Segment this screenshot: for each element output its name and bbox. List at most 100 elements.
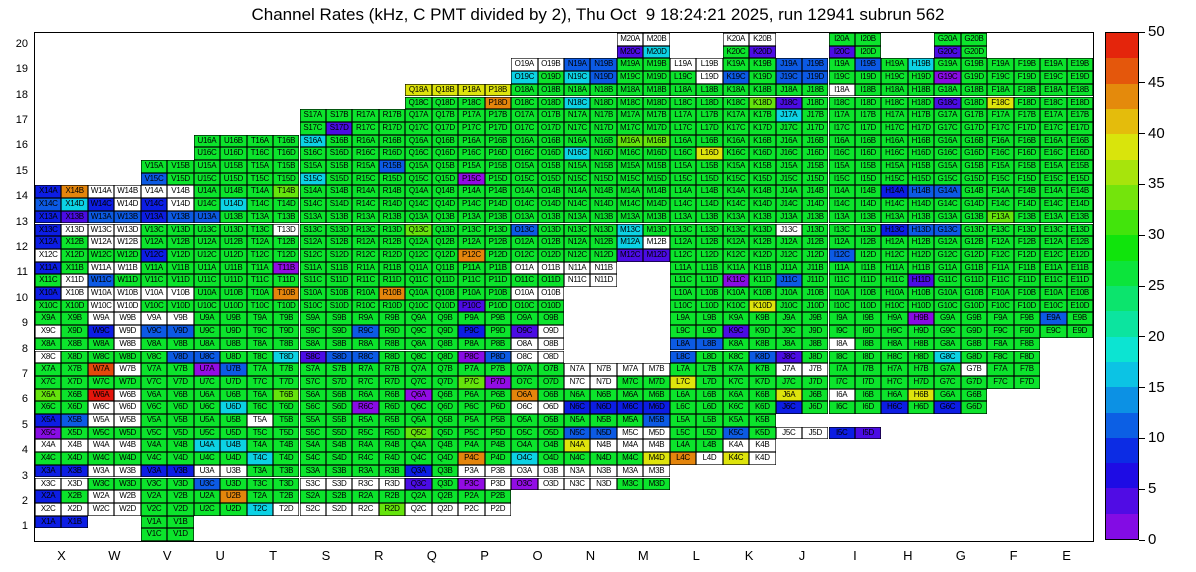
heatmap-cell: Q4A xyxy=(405,439,432,453)
heatmap-cell: U15C xyxy=(193,172,221,186)
heatmap-cell: H9C xyxy=(881,325,908,338)
y-axis-label: 16 xyxy=(15,139,28,152)
heatmap-cell: H14B xyxy=(907,185,935,199)
colorbar-tick xyxy=(1139,285,1145,287)
heatmap-cell: O4C xyxy=(511,452,538,465)
heatmap-cell: S14A xyxy=(299,185,326,199)
heatmap-cell: R6C xyxy=(352,401,379,414)
heatmap-cell: F19B xyxy=(1013,58,1041,72)
heatmap-cell: M7D xyxy=(643,375,670,389)
heatmap-cell: V5B xyxy=(167,414,194,427)
heatmap-cell: U7D xyxy=(220,375,247,389)
colorbar-band xyxy=(1106,134,1138,160)
heatmap-cell: V15D xyxy=(167,172,194,186)
colorbar-band xyxy=(1106,58,1138,85)
heatmap-cell: F11A xyxy=(987,261,1014,275)
heatmap-cell: S4D xyxy=(325,452,353,465)
chart-title: Channel Rates (kHz, C PMT divided by 2),… xyxy=(251,5,945,24)
heatmap-cell: P16C xyxy=(458,147,485,160)
heatmap-cell: E9C xyxy=(1040,325,1067,338)
heatmap-cell: F13A xyxy=(987,210,1014,224)
colorbar-tick-label: 40 xyxy=(1148,124,1165,142)
heatmap-cell: L12D xyxy=(696,248,723,262)
heatmap-cell: W12A xyxy=(87,236,115,249)
heatmap-cell: V3D xyxy=(167,477,194,491)
heatmap-cell: M12A xyxy=(616,236,644,249)
heatmap-cell: V1B xyxy=(167,515,194,529)
heatmap-cell: V4D xyxy=(167,452,194,465)
heatmap-cell: H18B xyxy=(907,83,935,97)
heatmap-cell: M7C xyxy=(616,375,644,389)
heatmap-cell: T15D xyxy=(273,172,300,186)
heatmap-cell: P18D xyxy=(484,96,512,110)
heatmap-cell: P9B xyxy=(484,312,512,326)
heatmap-cell: U11B xyxy=(220,261,247,275)
heatmap-cell: O11B xyxy=(537,261,564,275)
heatmap-cell: G10D xyxy=(960,299,988,313)
heatmap-cell: K10B xyxy=(749,287,776,300)
heatmap-cell: E12B xyxy=(1066,236,1093,249)
heatmap-cell: P3A xyxy=(458,464,485,478)
colorbar-tick xyxy=(1139,336,1145,338)
heatmap-cell: F14A xyxy=(987,185,1014,199)
heatmap-cell: T10C xyxy=(246,299,274,313)
heatmap-cell: S7C xyxy=(299,375,326,389)
heatmap-cell: E18D xyxy=(1066,96,1093,110)
heatmap-cell: E14A xyxy=(1040,185,1067,199)
heatmap-cell: N17A xyxy=(564,109,591,122)
heatmap-cell: S11B xyxy=(325,261,353,275)
heatmap-cell: M7A xyxy=(616,363,644,376)
heatmap-cell: P3D xyxy=(484,477,512,491)
heatmap-cell: J12D xyxy=(802,248,829,262)
heatmap-cell: Q2D xyxy=(431,502,459,516)
heatmap-cell: M5B xyxy=(643,414,670,427)
heatmap-cell: M4A xyxy=(616,439,644,453)
heatmap-cell: H18D xyxy=(907,96,935,110)
heatmap-cell: U8A xyxy=(193,337,221,351)
heatmap-cell: L7A xyxy=(669,363,697,376)
heatmap-cell: L9C xyxy=(669,325,697,338)
heatmap-cell: X4C xyxy=(35,452,62,465)
heatmap-cell: G15C xyxy=(934,172,961,186)
heatmap-cell: R6B xyxy=(378,388,406,402)
heatmap-cell: F10D xyxy=(1013,299,1041,313)
heatmap-cell: N12B xyxy=(590,236,617,249)
heatmap-cell: L18A xyxy=(669,83,697,97)
heatmap-cell: K10D xyxy=(749,299,776,313)
heatmap-cell: L13A xyxy=(669,210,697,224)
heatmap-cell: J14B xyxy=(802,185,829,199)
heatmap-cell: Q13C xyxy=(405,223,432,237)
y-axis-label: 9 xyxy=(21,317,28,330)
heatmap-cell: P14B xyxy=(484,185,512,199)
heatmap-cell: F18A xyxy=(987,83,1014,97)
heatmap-cell: H14D xyxy=(907,198,935,211)
heatmap-cell: U7B xyxy=(220,363,247,376)
heatmap-cell: S11A xyxy=(299,261,326,275)
heatmap-cell: H17D xyxy=(907,121,935,135)
heatmap-cell: K17C xyxy=(722,121,750,135)
heatmap-cell: R16D xyxy=(378,147,406,160)
heatmap-cell: M16D xyxy=(643,147,670,160)
heatmap-cell: Q5A xyxy=(405,414,432,427)
heatmap-cell: U9D xyxy=(220,325,247,338)
heatmap-cell: I9A xyxy=(828,312,855,326)
heatmap-cell: N16C xyxy=(564,147,591,160)
heatmap-cell: M4D xyxy=(643,452,670,465)
heatmap-cell: Q8C xyxy=(405,350,432,364)
heatmap-cell: Q9B xyxy=(431,312,459,326)
heatmap-cell: F12C xyxy=(987,248,1014,262)
heatmap-cell: E15B xyxy=(1066,160,1093,173)
heatmap-cell: J9B xyxy=(802,312,829,326)
heatmap-cell: O3C xyxy=(511,477,538,491)
x-axis-label: Q xyxy=(426,548,437,563)
heatmap-cell: X14A xyxy=(35,185,62,199)
heatmap-cell: N6B xyxy=(590,388,617,402)
heatmap-cell: E13A xyxy=(1040,210,1067,224)
heatmap-cell: G13C xyxy=(934,223,961,237)
heatmap-cell: T6C xyxy=(246,401,274,414)
heatmap-cell: U2A xyxy=(193,490,221,503)
heatmap-cell: R9D xyxy=(378,325,406,338)
heatmap-cell: N16D xyxy=(590,147,617,160)
heatmap-cell: I19B xyxy=(854,58,882,72)
heatmap-cell: X14B xyxy=(61,185,88,199)
